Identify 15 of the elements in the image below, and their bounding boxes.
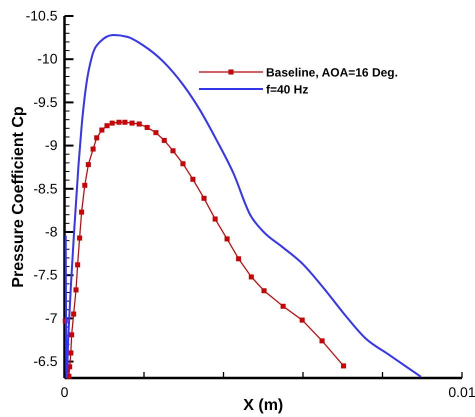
y-tick-label: -6.5 xyxy=(33,353,58,370)
y-tick-label: -10 xyxy=(37,50,58,67)
x-tick-label: 0.01 xyxy=(448,384,475,400)
y-tick-label: -8 xyxy=(45,223,58,240)
y-tick-label: -7 xyxy=(45,310,58,326)
y-tick-label: -10.5 xyxy=(26,7,58,24)
x-axis-title: X (m) xyxy=(243,397,284,414)
y-tick-label: -9 xyxy=(45,137,58,154)
legend-label: Baseline, AOA=16 Deg. xyxy=(266,66,398,80)
legend-label: f=40 Hz xyxy=(266,82,308,96)
y-tick-label: -7.5 xyxy=(33,266,58,283)
y-tick-label: -9.5 xyxy=(33,94,58,110)
y-tick-label: -8.5 xyxy=(33,180,58,196)
y-axis-title: Pressure Coefficient Cp xyxy=(10,106,27,288)
x-tick-label: 0 xyxy=(60,384,69,400)
